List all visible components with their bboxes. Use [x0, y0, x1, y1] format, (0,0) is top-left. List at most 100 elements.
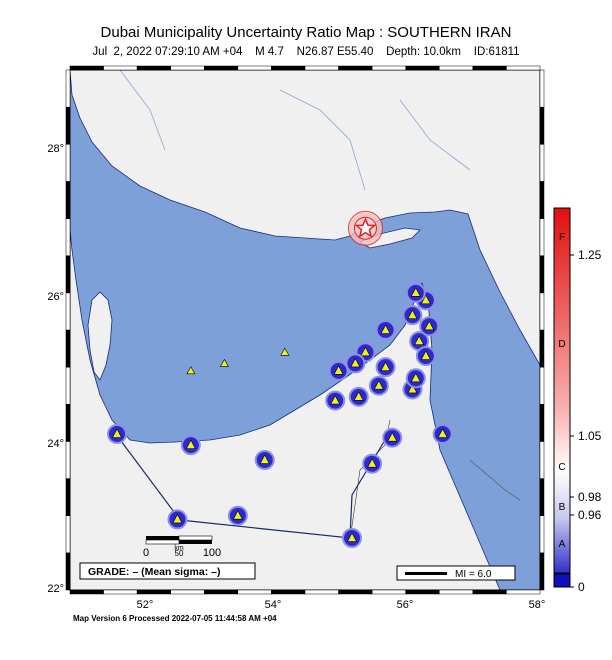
y-tick-26: 26°: [47, 291, 64, 303]
small-station-triangle-icon: [219, 358, 229, 367]
station-triangle-icon: [172, 513, 183, 524]
mi-text: MI = 6.0: [455, 569, 492, 580]
mi-line: [405, 572, 447, 575]
frame-segment: [65, 552, 71, 591]
station-marker: [375, 357, 396, 378]
frame-segment: [405, 589, 440, 595]
station-marker: [254, 450, 275, 470]
frame-segment: [371, 589, 406, 595]
grade-box: [79, 562, 256, 580]
grade-a: A: [559, 539, 566, 550]
station-marker: [227, 505, 248, 526]
frame-segment: [539, 181, 545, 219]
small-station-triangle-icon: [280, 347, 290, 356]
station-triangle-icon: [407, 383, 418, 394]
station-triangle-icon: [407, 309, 418, 319]
station-triangle-icon: [232, 510, 243, 520]
frame-segment: [103, 589, 138, 595]
frame-segment: [136, 65, 171, 71]
station-marker: [180, 435, 201, 456]
frame-segment: [69, 65, 104, 71]
frame-segment: [539, 106, 545, 145]
frame-segment: [304, 589, 339, 595]
frame-segment: [237, 589, 272, 595]
epicenter-star-icon: [354, 217, 377, 238]
station-triangle-icon: [380, 324, 391, 334]
frame-segment: [506, 589, 541, 595]
stations-layer: [107, 282, 453, 548]
station-triangle-icon: [410, 372, 421, 383]
x-tick-56: 56°: [397, 599, 414, 611]
frame-segment: [472, 589, 507, 595]
station-triangle-icon: [185, 439, 196, 449]
station-triangle-icon: [420, 294, 431, 305]
frame-segment: [103, 65, 138, 71]
x-tick-52: 52°: [137, 599, 154, 611]
station-triangle-icon: [330, 394, 341, 405]
frame-segment: [237, 65, 272, 71]
station-marker: [415, 346, 436, 366]
frame-segment: [539, 218, 545, 256]
frame-segment: [65, 181, 71, 219]
y-tick-24: 24°: [47, 438, 64, 450]
frame-segment: [539, 69, 545, 108]
river-line: [399, 99, 471, 171]
frame-segment: [65, 218, 71, 256]
station-marker: [167, 509, 188, 530]
station-triangle-icon: [347, 532, 357, 542]
river-line: [119, 70, 166, 151]
frame-segment: [304, 65, 339, 71]
map-title: Dubai Municipality Uncertainty Ratio Map…: [100, 24, 512, 41]
frame-segment: [271, 65, 306, 71]
station-marker: [375, 320, 396, 340]
scale-label-0: 0: [143, 547, 149, 559]
small-station-triangle-icon: [186, 366, 196, 375]
colorbar-gradient: [553, 207, 571, 574]
station-triangle-icon: [380, 361, 391, 371]
frame-segment: [65, 69, 71, 108]
station-triangle-icon: [387, 432, 398, 442]
frame-segment: [65, 255, 71, 294]
station-triangle-icon: [410, 287, 421, 297]
frame-segment: [170, 589, 205, 595]
scale-label-50: 50: [175, 549, 184, 558]
frame-segment: [439, 589, 474, 595]
frame-segment: [539, 292, 545, 331]
x-tick-58: 58°: [529, 599, 546, 611]
station-triangle-icon: [112, 428, 122, 438]
station-triangle-icon: [424, 320, 435, 331]
cb-value-1-05: 1.05: [578, 429, 602, 443]
station-triangle-icon: [414, 335, 425, 345]
station-triangle-icon: [259, 454, 270, 464]
version-footer: Map Version 6 Processed 2022-07-05 11:44…: [73, 614, 277, 623]
map-area: 0 50 100 km GRADE: – (Mean sigma: –) MI …: [70, 70, 540, 590]
frame-segment: [539, 366, 545, 405]
river-line: [279, 89, 366, 191]
y-tick-28: 28°: [47, 143, 64, 155]
y-tick-22: 22°: [47, 583, 64, 595]
station-marker: [419, 316, 440, 337]
frame-segment: [539, 515, 545, 554]
persian-gulf-water: [70, 70, 540, 590]
station-triangle-icon: [333, 365, 344, 375]
grade-c: C: [558, 462, 565, 473]
frame-segment: [69, 589, 104, 595]
frame-segment: [136, 589, 171, 595]
frame-segment: [405, 65, 440, 71]
frame-segment: [204, 589, 239, 595]
grade-f: F: [559, 232, 565, 243]
cb-value-0: 0: [578, 580, 585, 594]
station-triangle-icon: [420, 350, 431, 360]
scale-unit: km: [174, 545, 184, 552]
qeshm-island: [359, 227, 421, 249]
grade-d: D: [558, 339, 565, 350]
station-marker: [342, 528, 362, 548]
frame-segment: [204, 65, 239, 71]
scale-label-100: 100: [203, 547, 221, 559]
qatar-peninsula: [87, 291, 113, 381]
frame-segment: [539, 329, 545, 368]
grade-text: GRADE: – (Mean sigma: –): [88, 566, 220, 578]
frame-segment: [539, 404, 545, 442]
colorbar: F D C B A 1.25 1.05 0.98 0.96 0: [553, 207, 602, 594]
